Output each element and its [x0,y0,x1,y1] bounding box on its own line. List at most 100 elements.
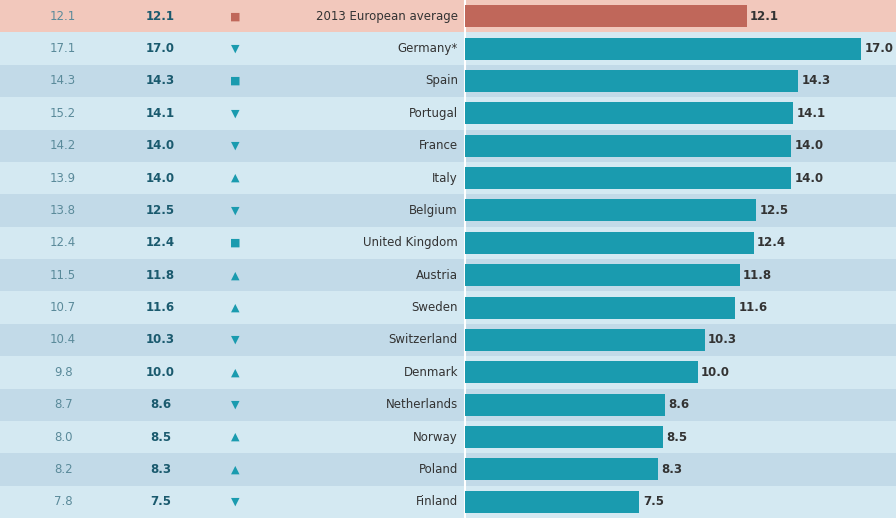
Text: 13.9: 13.9 [50,171,76,184]
Bar [287,162,896,194]
Text: 12.5: 12.5 [146,204,175,217]
Text: 14.3: 14.3 [801,75,831,88]
Bar [0,388,287,421]
Text: 10.4: 10.4 [50,334,76,347]
Text: 12.4: 12.4 [757,236,786,249]
Bar [464,167,791,189]
Text: 8.6: 8.6 [668,398,690,411]
Bar [464,232,754,254]
Text: 7.5: 7.5 [150,495,171,508]
Text: Portugal: Portugal [409,107,458,120]
Text: ▲: ▲ [231,432,239,442]
Bar [0,0,287,32]
Bar [0,259,287,291]
Bar [0,421,287,453]
Text: 8.5: 8.5 [150,430,171,443]
Bar [0,162,287,194]
Text: 17.0: 17.0 [146,42,175,55]
Text: 10.0: 10.0 [701,366,730,379]
Bar [287,65,896,97]
Text: 8.0: 8.0 [54,430,73,443]
Text: ■: ■ [230,238,240,248]
Text: 12.4: 12.4 [146,236,175,249]
Text: 11.5: 11.5 [50,269,76,282]
Bar [0,453,287,486]
Bar [287,324,896,356]
Text: ▲: ▲ [231,173,239,183]
Text: Austria: Austria [416,269,458,282]
Text: Netherlands: Netherlands [385,398,458,411]
Text: 15.2: 15.2 [50,107,76,120]
Text: 11.6: 11.6 [146,301,175,314]
Bar [464,426,663,448]
Text: Poland: Poland [418,463,458,476]
Text: 8.3: 8.3 [661,463,683,476]
Bar [287,421,896,453]
Text: ▼: ▼ [231,108,239,118]
Bar [464,394,665,415]
Text: 10.3: 10.3 [708,334,737,347]
Text: 12.4: 12.4 [50,236,76,249]
Text: 7.8: 7.8 [54,495,73,508]
Bar [464,491,640,513]
Bar [287,356,896,388]
Text: 14.3: 14.3 [146,75,175,88]
Bar [464,458,659,481]
Bar [0,227,287,259]
Text: 11.8: 11.8 [146,269,175,282]
Text: 12.1: 12.1 [50,10,76,23]
Bar [287,227,896,259]
Text: ■: ■ [230,76,240,86]
Bar [0,356,287,388]
Text: Belgium: Belgium [409,204,458,217]
Text: 11.6: 11.6 [738,301,768,314]
Text: ■: ■ [230,11,240,21]
Bar [287,32,896,65]
Bar [0,324,287,356]
Bar [464,70,798,92]
Bar [0,97,287,130]
Text: 8.7: 8.7 [54,398,73,411]
Text: Sweden: Sweden [411,301,458,314]
Text: 14.3: 14.3 [50,75,76,88]
Text: 10.7: 10.7 [50,301,76,314]
Text: ▼: ▼ [231,497,239,507]
Text: Spain: Spain [425,75,458,88]
Text: 17.1: 17.1 [50,42,76,55]
Text: 8.5: 8.5 [666,430,687,443]
Text: 14.1: 14.1 [146,107,175,120]
Bar [0,130,287,162]
Text: ▼: ▼ [231,335,239,345]
Text: 8.6: 8.6 [150,398,171,411]
Text: France: France [418,139,458,152]
Text: 17.0: 17.0 [865,42,893,55]
Text: 12.1: 12.1 [750,10,779,23]
Bar [464,38,861,60]
Text: 11.8: 11.8 [743,269,772,282]
Text: 12.1: 12.1 [146,10,175,23]
Bar [287,291,896,324]
Text: 8.3: 8.3 [150,463,171,476]
Bar [464,5,746,27]
Text: 7.5: 7.5 [642,495,664,508]
Bar [0,32,287,65]
Text: Switzerland: Switzerland [389,334,458,347]
Text: 12.5: 12.5 [760,204,788,217]
Bar [287,486,896,518]
Text: 9.8: 9.8 [54,366,73,379]
Bar [287,130,896,162]
Text: ▼: ▼ [231,141,239,151]
Text: Germany*: Germany* [398,42,458,55]
Bar [287,194,896,227]
Bar [0,65,287,97]
Text: 14.0: 14.0 [795,171,823,184]
Bar [0,486,287,518]
Text: ▲: ▲ [231,367,239,377]
Text: 14.1: 14.1 [797,107,826,120]
Text: ▲: ▲ [231,303,239,312]
Text: 8.2: 8.2 [54,463,73,476]
Bar [464,296,735,319]
Text: 10.0: 10.0 [146,366,175,379]
Bar [287,97,896,130]
Text: Finland: Finland [416,495,458,508]
